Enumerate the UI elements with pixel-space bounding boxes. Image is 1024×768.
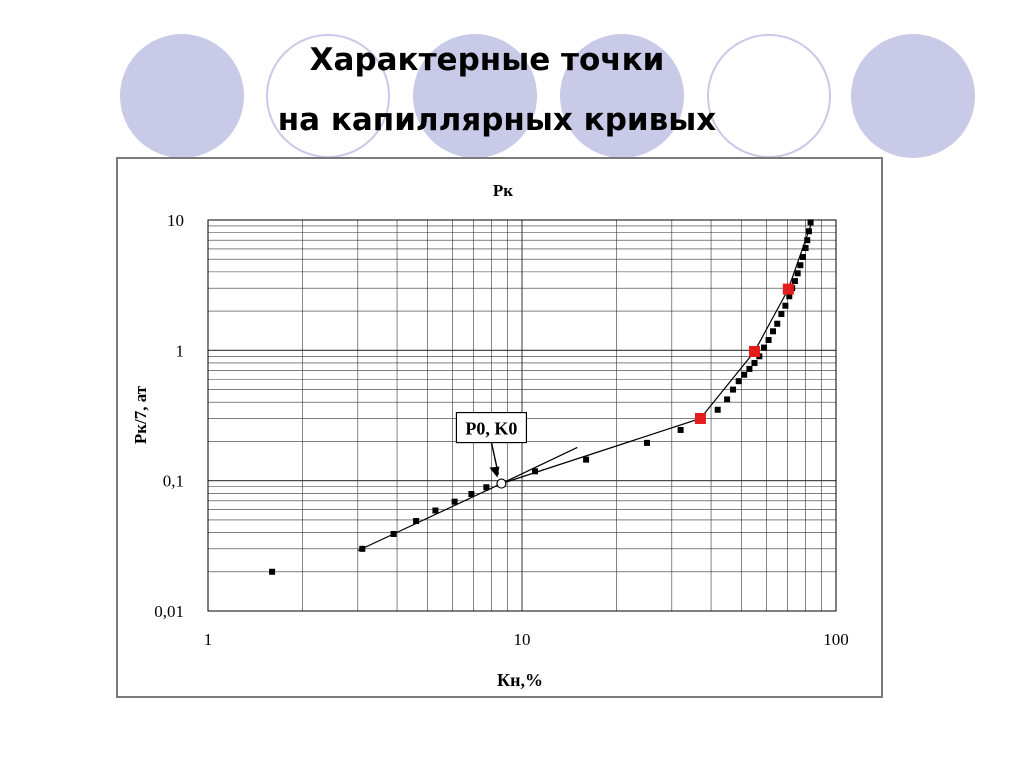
data-point bbox=[643, 439, 650, 446]
characteristic-point bbox=[694, 412, 706, 424]
data-point bbox=[359, 545, 366, 552]
data-point bbox=[782, 302, 789, 309]
decor-circle-5 bbox=[707, 34, 831, 158]
fit-line-2 bbox=[501, 220, 813, 485]
annotation-box bbox=[455, 411, 528, 444]
tick-labels: 1 10 100 0,01 0,1 1 10 bbox=[154, 211, 849, 649]
decor-circle-4 bbox=[560, 34, 684, 158]
y-tick-label: 0,1 bbox=[163, 472, 184, 491]
data-point bbox=[741, 371, 748, 378]
x-tick-label: 10 bbox=[514, 630, 531, 649]
data-markers bbox=[269, 219, 814, 575]
slide-title-line-1: Характерные точки bbox=[309, 42, 665, 78]
data-point bbox=[531, 468, 538, 475]
data-point bbox=[807, 219, 814, 226]
data-point bbox=[751, 359, 758, 366]
decor-circle-1 bbox=[120, 34, 244, 158]
x-tick-label: 100 bbox=[823, 630, 849, 649]
data-point bbox=[468, 491, 475, 498]
data-point bbox=[805, 228, 812, 235]
fit-lines bbox=[357, 220, 813, 552]
data-point bbox=[413, 518, 420, 525]
data-point bbox=[794, 270, 801, 277]
capillary-curve-chart: P0, K0 1 10 100 0,01 0,1 1 10 Pк Кн,% Pк/7, ат bbox=[131, 181, 849, 690]
y-axis-label: Pк/7, ат bbox=[131, 385, 150, 444]
x-tick-label: 1 bbox=[204, 630, 213, 649]
slide-title-line-2: на капиллярных кривых bbox=[277, 102, 717, 138]
data-point bbox=[799, 254, 806, 261]
data-point bbox=[269, 568, 276, 575]
y-tick-label: 1 bbox=[176, 341, 185, 360]
chart-title: Pк bbox=[493, 181, 513, 200]
characteristic-point bbox=[782, 283, 794, 295]
data-point bbox=[451, 498, 458, 505]
slide-title: Характерные точки на капиллярных кривых bbox=[0, 30, 1024, 150]
y-tick-label: 0,01 bbox=[154, 602, 184, 621]
plot-area-border bbox=[207, 219, 837, 612]
characteristic-point bbox=[748, 345, 760, 357]
y-tick-label: 10 bbox=[167, 211, 184, 230]
data-point bbox=[761, 344, 768, 351]
decor-circle-3 bbox=[413, 34, 537, 158]
data-point bbox=[802, 244, 809, 251]
data-point bbox=[677, 426, 684, 433]
data-point bbox=[791, 278, 798, 285]
data-point bbox=[797, 262, 804, 269]
annotation-arrowhead bbox=[489, 466, 500, 478]
data-point bbox=[390, 530, 397, 537]
decor-circle-2 bbox=[266, 34, 390, 158]
data-point bbox=[765, 337, 772, 344]
data-point bbox=[769, 328, 776, 335]
data-point bbox=[804, 237, 811, 244]
data-point bbox=[432, 507, 439, 514]
decor-circle-6 bbox=[851, 34, 975, 158]
data-point bbox=[778, 311, 785, 318]
p0-k0-point bbox=[496, 478, 507, 489]
data-point bbox=[774, 320, 781, 327]
annotation-group: P0, K0 bbox=[455, 411, 528, 489]
data-point bbox=[583, 456, 590, 463]
data-point bbox=[730, 386, 737, 393]
data-point bbox=[714, 406, 721, 413]
data-point bbox=[746, 365, 753, 372]
data-point bbox=[483, 484, 490, 491]
data-point bbox=[735, 378, 742, 385]
x-axis-label: Кн,% bbox=[497, 670, 543, 690]
annotation-label: P0, K0 bbox=[465, 419, 517, 439]
chart-frame: P0, K0 1 10 100 0,01 0,1 1 10 Pк Кн,% Pк/7, ат bbox=[116, 157, 883, 698]
data-point bbox=[724, 396, 731, 403]
data-point bbox=[786, 293, 793, 300]
